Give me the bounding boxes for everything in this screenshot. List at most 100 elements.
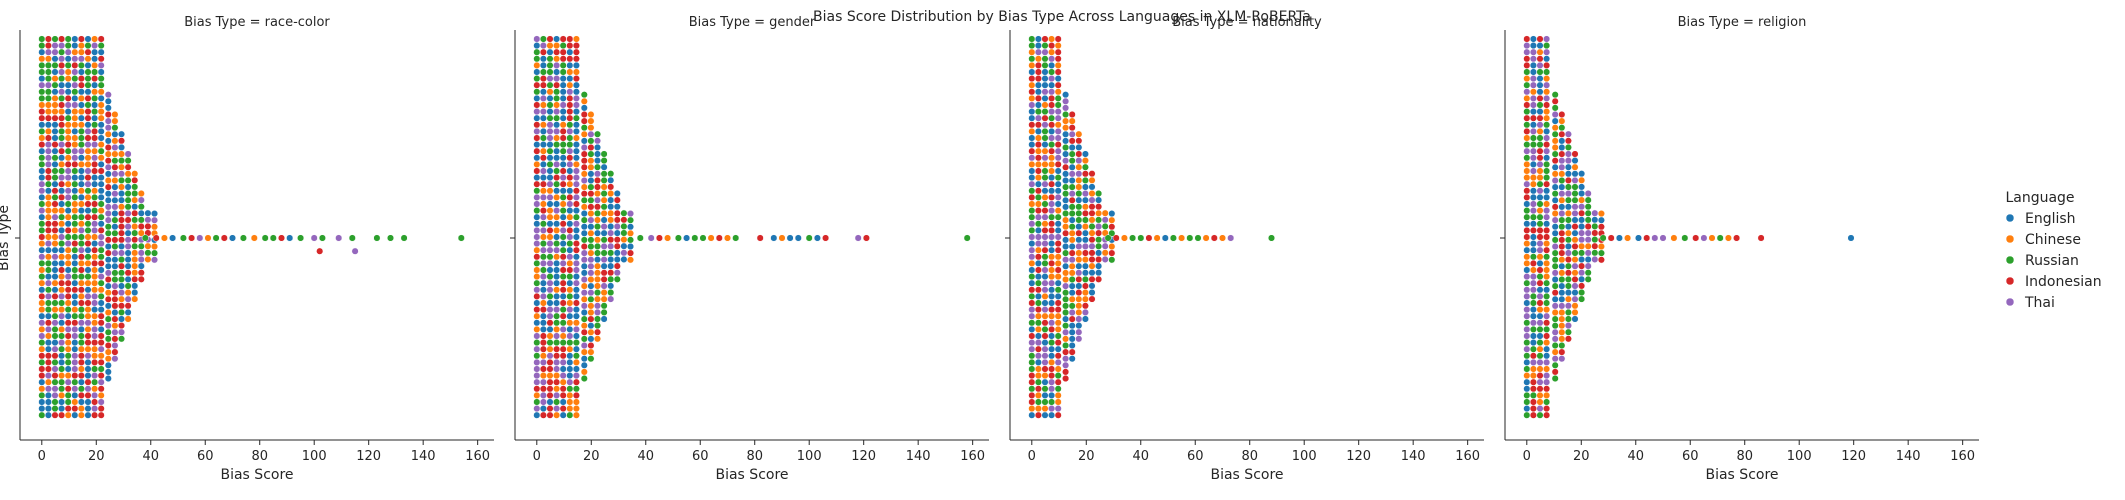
data-point [144,242,152,250]
data-point [84,398,92,406]
data-point [204,234,212,242]
data-point [572,147,580,155]
data-point [91,213,99,221]
data-point [1529,378,1537,386]
data-point [1558,143,1566,152]
data-point [1571,176,1579,184]
data-point [1578,255,1586,264]
data-point [137,255,145,264]
data-point [124,256,132,264]
data-point [1034,233,1042,241]
data-point [1523,207,1531,215]
data-point [38,193,46,201]
data-point [64,193,72,201]
data-point [566,266,574,274]
data-point [600,236,608,244]
data-point [559,319,567,327]
data-point [593,203,602,211]
data-point [44,61,52,69]
data-point [1529,385,1537,393]
data-point [124,209,132,217]
data-point [1120,234,1128,242]
data-point [111,170,119,178]
data-point [1529,240,1537,248]
data-point [1536,220,1544,228]
data-point [117,203,126,211]
data-point [553,134,561,142]
data-point [1041,385,1049,393]
data-point [111,249,119,257]
data-point [137,203,145,211]
data-point [1048,193,1056,201]
data-point [38,246,46,254]
data-point [1062,124,1070,132]
data-point [1062,295,1070,303]
x-tick-label: 0 [1523,449,1531,464]
data-point [572,200,580,208]
data-point [1028,108,1036,116]
data-point [1075,275,1083,283]
data-point [1523,108,1531,116]
data-point [1034,259,1042,267]
data-point [1536,246,1544,254]
data-point [1624,234,1632,242]
data-point [131,236,139,244]
data-point [38,319,46,327]
data-point [1068,216,1076,224]
data-point [1062,262,1070,270]
data-point [1048,160,1056,168]
data-point [77,134,85,142]
data-point [1529,286,1537,294]
data-point [1062,157,1070,165]
data-point [1523,246,1531,254]
data-point [559,411,567,419]
data-point [553,94,561,102]
data-point [600,249,608,257]
data-point [71,299,79,307]
data-point [546,42,554,50]
data-point [1054,372,1062,380]
data-point [1551,236,1559,244]
data-point [566,213,574,221]
data-point [626,210,635,218]
data-point [559,292,567,300]
data-point [1081,157,1089,165]
data-point [862,234,870,242]
data-point [1551,262,1559,270]
data-point [1536,352,1544,360]
data-point [1578,209,1586,217]
data-point [64,378,72,386]
data-point [553,160,561,168]
data-point [1536,187,1544,195]
data-point [539,273,547,281]
data-point [1551,117,1559,125]
data-point [1054,332,1062,340]
data-point [1075,262,1083,270]
data-point [64,42,72,50]
data-point [580,190,588,198]
data-point [1068,242,1076,251]
data-point [1523,200,1531,208]
data-point [1048,292,1056,300]
data-point [1068,282,1076,290]
data-point [1075,143,1083,151]
data-point [559,345,567,353]
data-point [104,157,112,165]
data-point [546,94,554,102]
data-point [1578,262,1586,270]
data-point [97,200,105,208]
data-point [1536,127,1544,135]
data-point [1634,234,1643,242]
data-point [1558,150,1566,158]
data-point [104,348,112,356]
data-point [566,121,574,129]
data-point [1529,319,1537,327]
data-point [1034,253,1042,261]
data-point [51,273,59,281]
data-point [124,289,132,297]
data-point [572,246,580,254]
data-point [553,233,561,241]
data-point [600,157,608,165]
data-point [559,48,567,56]
data-point [580,355,588,363]
